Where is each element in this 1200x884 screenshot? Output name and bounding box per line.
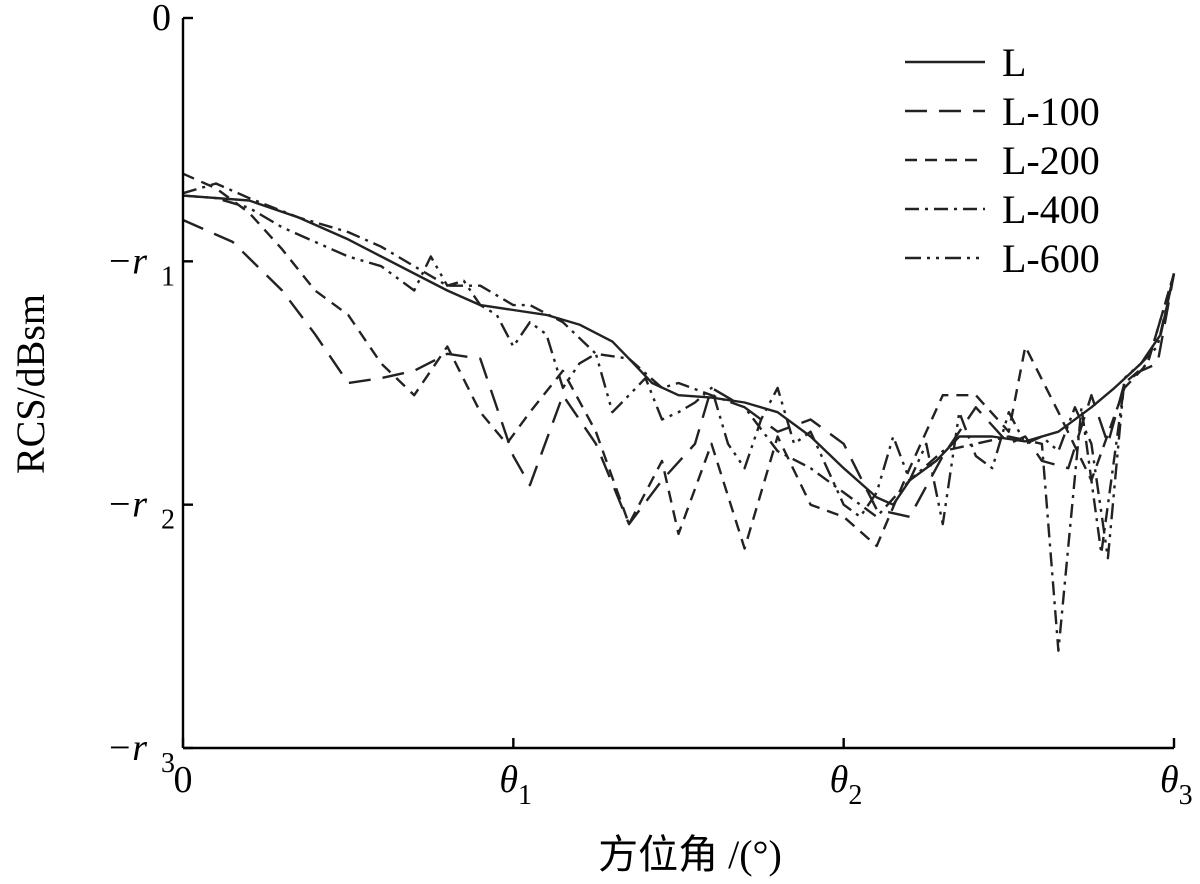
series-line-l-200	[182, 172, 1176, 550]
y-axis-title: RCS/dBsm	[8, 294, 53, 474]
x-tick-label: θ2	[830, 759, 863, 811]
legend-label: L	[1002, 40, 1026, 85]
series-line-l-400	[182, 182, 1176, 652]
legend-label: L-100	[1002, 89, 1100, 134]
legend-label: L-400	[1002, 187, 1100, 232]
x-tick-label: θ3	[1160, 759, 1193, 811]
y-tick-label: −r 1	[107, 240, 175, 292]
x-axis-title: 方位角 /(°)	[598, 832, 782, 877]
series-line-l-600	[182, 194, 1176, 560]
axes	[181, 18, 1174, 750]
y-tick-label: −r 3	[107, 727, 175, 779]
x-tick-label: θ1	[499, 759, 532, 811]
legend-label: L-600	[1002, 236, 1100, 281]
series-layer	[182, 172, 1176, 652]
ticks: 0 θ1 θ2 θ3 0 −r 1 −r 2 −r 3	[107, 0, 1193, 811]
y-tick-label: −r 2	[107, 484, 175, 536]
legend-label: L-200	[1002, 138, 1100, 183]
y-tick-label: 0	[152, 0, 171, 39]
x-tick-label: 0	[174, 759, 193, 801]
series-line-l	[182, 194, 1176, 506]
series-line-l-100	[182, 218, 1176, 526]
